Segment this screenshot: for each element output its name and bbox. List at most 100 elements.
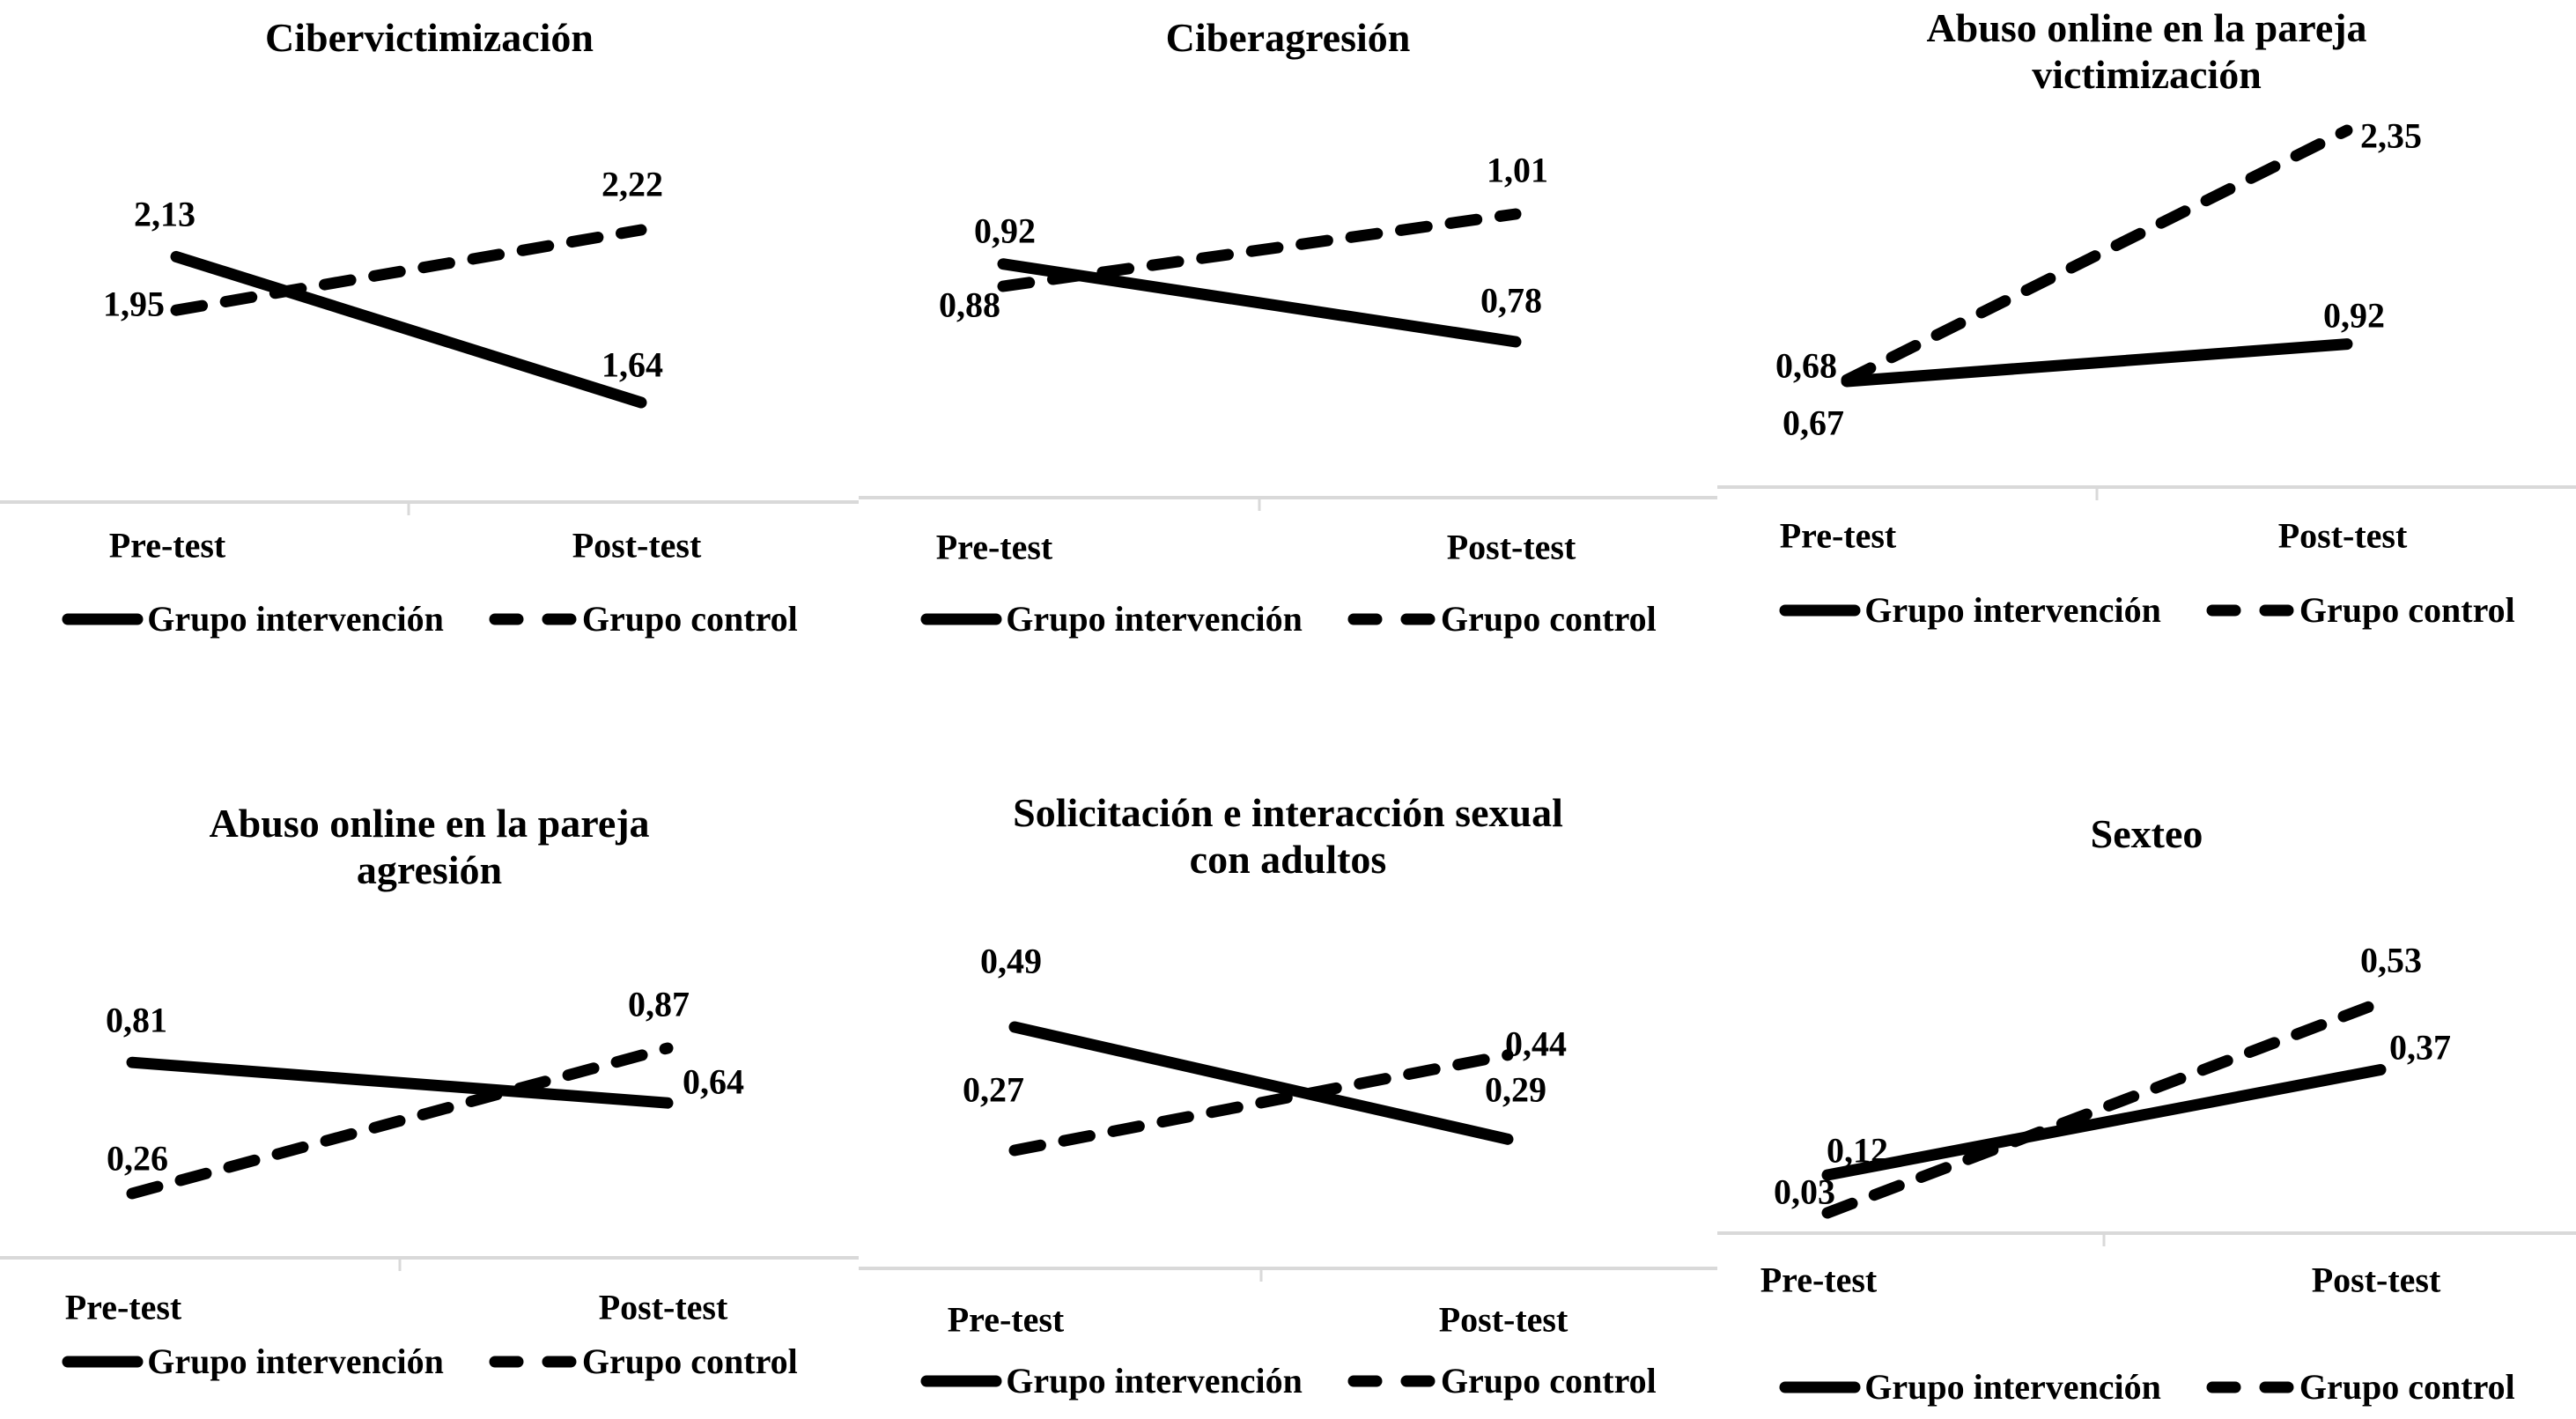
chart-panel: Cibervictimización 2,13 1,64 1,95 2,22 Pre-te… (0, 0, 859, 722)
chart-title-line: Sexteo (2090, 811, 2203, 856)
legend-dashed-line-sample (489, 1356, 579, 1367)
legend-dashed-line-sample (2206, 604, 2296, 616)
x-tick-label-post-test: Post-test (1439, 1300, 1568, 1340)
legend-solid-line-sample (62, 1356, 144, 1367)
data-label: 1,64 (602, 345, 663, 385)
legend: Grupo intervención Grupo control (859, 1360, 1717, 1401)
legend-solid-line-sample (920, 613, 1002, 625)
intervention-line (997, 258, 1522, 348)
legend-item-intervention: Grupo intervención (61, 1341, 444, 1382)
chart-title-line: Solicitación e interacción sexual (1013, 790, 1563, 835)
x-tick-label-pre-test: Pre-test (1780, 516, 1897, 556)
plot-area: 0,81 0,64 0,26 0,87 Pre-test Post-test (0, 985, 859, 1327)
legend: Grupo intervención Grupo control (1717, 1366, 2576, 1408)
chart-panel: Sexteo 0,12 0,37 0,03 0,53 Pre-test Post-test G… (1717, 722, 2576, 1419)
legend-label: Grupo intervención (1006, 599, 1303, 639)
plot-area: 0,49 0,29 0,27 0,44 Pre-test Post-test (859, 942, 1717, 1340)
control-line (1821, 996, 2387, 1219)
legend: Grupo intervención Grupo control (859, 598, 1717, 639)
chart-title: Ciberagresión (859, 14, 1717, 61)
legend-item-control: Grupo control (1347, 1360, 1657, 1401)
x-tick-label-pre-test: Pre-test (948, 1300, 1065, 1340)
chart-title-line: Cibervictimización (264, 15, 594, 60)
control-line (1008, 1049, 1514, 1157)
data-label: 0,81 (106, 1001, 167, 1040)
legend-item-intervention: Grupo intervención (61, 598, 444, 639)
legend-item-control: Grupo control (488, 1341, 798, 1382)
legend-dashed-line-sample (2206, 1381, 2296, 1393)
legend-item-control: Grupo control (2205, 589, 2515, 631)
x-tick-label-post-test: Post-test (2312, 1260, 2441, 1300)
chart-title-line: agresión (356, 847, 503, 893)
data-label: 0,26 (107, 1139, 168, 1179)
data-label: 1,95 (103, 285, 165, 324)
legend-label: Grupo control (1440, 599, 1657, 639)
control-line (170, 224, 647, 316)
intervention-line (1821, 1064, 2387, 1181)
data-label: 0,64 (683, 1062, 744, 1102)
data-label: 0,53 (2360, 941, 2422, 980)
intervention-line (1008, 1021, 1514, 1145)
data-label: 2,22 (602, 165, 663, 204)
legend-label: Grupo control (2299, 590, 2515, 630)
intervention-line (170, 250, 647, 409)
plot-area: 0,12 0,37 0,03 0,53 Pre-test Post-test (1717, 941, 2576, 1300)
data-label: 0,03 (1774, 1172, 1835, 1212)
chart-panel: Ciberagresión 0,92 0,78 0,88 1,01 Pre-test Pos… (859, 0, 1717, 722)
legend-dashed-line-sample (1347, 1375, 1437, 1386)
chart-title-line: Ciberagresión (1165, 15, 1411, 60)
chart-title-line: victimización (2032, 52, 2262, 98)
chart-title: Cibervictimización (0, 14, 859, 61)
legend-label: Grupo control (2299, 1367, 2515, 1407)
legend-item-intervention: Grupo intervención (1778, 1366, 2161, 1408)
data-label: 0,92 (2323, 296, 2385, 336)
legend-dashed-line-sample (1347, 613, 1437, 625)
x-tick-label-post-test: Post-test (1447, 528, 1576, 567)
chart-panel: Abuso online en la pareja agresión 0,81 0,6… (0, 722, 859, 1419)
intervention-line (126, 1056, 674, 1109)
chart-panel: Solicitación e interacción sexual con adu… (859, 722, 1717, 1419)
control-line (1841, 124, 2353, 386)
legend-label: Grupo control (581, 599, 798, 639)
data-label: 0,68 (1775, 346, 1837, 386)
control-line (126, 1042, 674, 1200)
chart-title: Abuso online en la pareja victimización (1717, 4, 2576, 99)
legend-solid-line-sample (1779, 1381, 1861, 1393)
data-label: 0,29 (1485, 1070, 1546, 1110)
chart-title: Abuso online en la pareja agresión (0, 800, 859, 894)
chart-title-line: con adultos (1189, 837, 1387, 883)
x-tick-label-post-test: Post-test (2278, 516, 2408, 556)
plot-area: 0,67 0,92 0,68 2,35 Pre-test Post-test (1717, 116, 2576, 556)
x-tick-label-pre-test: Pre-test (109, 526, 226, 565)
legend: Grupo intervención Grupo control (0, 598, 859, 639)
data-label: 0,49 (980, 942, 1042, 981)
chart-title: Solicitación e interacción sexual con adu… (859, 789, 1717, 883)
chart-title: Sexteo (1717, 810, 2576, 857)
legend-dashed-line-sample (489, 613, 579, 625)
chart-title-line: Abuso online en la pareja (1926, 5, 2367, 50)
legend-item-control: Grupo control (2205, 1366, 2515, 1408)
x-tick-label-post-test: Post-test (599, 1288, 728, 1327)
x-tick-label-pre-test: Pre-test (936, 528, 1053, 567)
legend: Grupo intervención Grupo control (1717, 589, 2576, 631)
data-label: 1,01 (1487, 151, 1548, 190)
legend-item-intervention: Grupo intervención (919, 1360, 1303, 1401)
legend-label: Grupo intervención (1864, 590, 2161, 630)
data-label: 0,67 (1783, 403, 1844, 443)
chart-title-line: Abuso online en la pareja (209, 801, 650, 846)
legend-item-intervention: Grupo intervención (1778, 589, 2161, 631)
plot-area: 0,92 0,78 0,88 1,01 Pre-test Post-test (859, 151, 1717, 567)
legend-item-control: Grupo control (488, 598, 798, 639)
legend-label: Grupo control (1440, 1361, 1657, 1401)
data-label: 0,92 (974, 211, 1036, 251)
chart-panel: Abuso online en la pareja victimización 0,… (1717, 0, 2576, 722)
data-label: 0,78 (1480, 281, 1542, 321)
data-label: 0,88 (939, 285, 1000, 325)
legend-solid-line-sample (62, 613, 144, 625)
x-tick-label-pre-test: Pre-test (1760, 1260, 1878, 1300)
data-label: 2,35 (2360, 116, 2422, 156)
legend-solid-line-sample (920, 1375, 1002, 1386)
legend-label: Grupo intervención (1006, 1361, 1303, 1401)
legend-label: Grupo control (581, 1341, 798, 1381)
